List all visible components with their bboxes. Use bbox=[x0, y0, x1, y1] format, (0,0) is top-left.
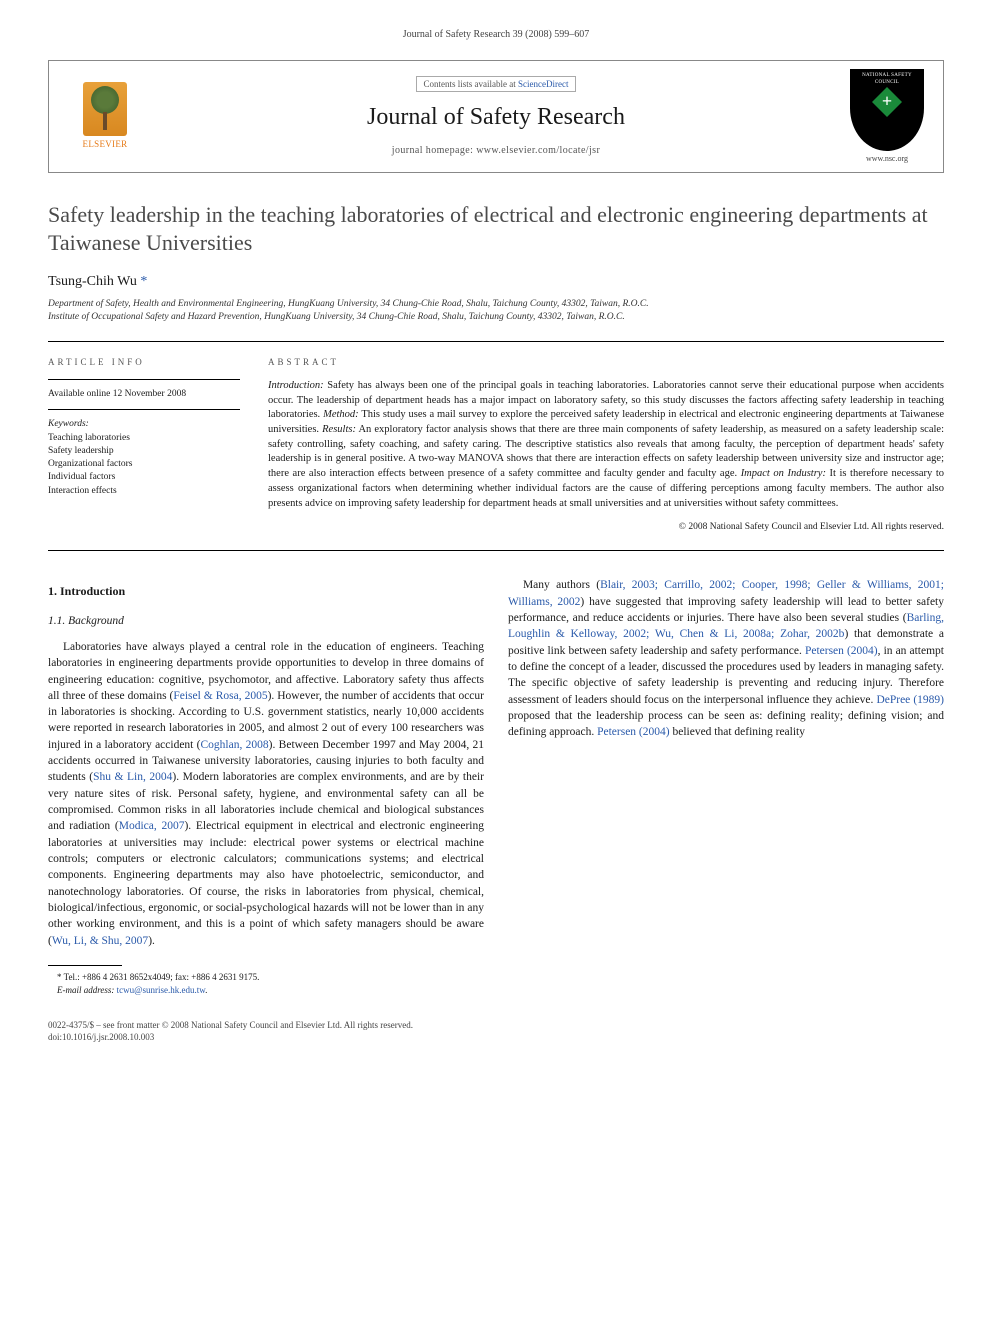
citation-link[interactable]: Feisel & Rosa, 2005 bbox=[173, 690, 267, 702]
front-matter-line: 0022-4375/$ – see front matter © 2008 Na… bbox=[48, 1019, 944, 1031]
running-head: Journal of Safety Research 39 (2008) 599… bbox=[48, 28, 944, 42]
keyword: Interaction effects bbox=[48, 485, 240, 498]
footnote-rule bbox=[48, 965, 122, 966]
abstract: abstract Introduction: Safety has always… bbox=[268, 356, 944, 534]
citation-link[interactable]: Coghlan, 2008 bbox=[201, 739, 269, 751]
body-text: believed that defining reality bbox=[670, 726, 805, 738]
nsc-label: NATIONAL SAFETY COUNCIL bbox=[850, 72, 924, 86]
affiliation: Institute of Occupational Safety and Haz… bbox=[48, 311, 944, 324]
abstract-results-label: Results: bbox=[322, 424, 356, 435]
affiliation: Department of Safety, Health and Environ… bbox=[48, 298, 944, 311]
email-suffix: . bbox=[205, 985, 207, 995]
nsc-logo: NATIONAL SAFETY COUNCIL www.nsc.org bbox=[843, 69, 931, 164]
homepage-prefix: journal homepage: bbox=[392, 145, 476, 156]
body-paragraph: Laboratories have always played a centra… bbox=[48, 639, 484, 949]
email-footnote: E-mail address: tcwu@sunrise.hk.edu.tw. bbox=[48, 984, 484, 997]
article-info-heading: article info bbox=[48, 356, 240, 369]
affiliations: Department of Safety, Health and Environ… bbox=[48, 298, 944, 324]
corresponding-footnote: * Tel.: +886 4 2631 8652x4049; fax: +886… bbox=[48, 971, 484, 984]
article-body: 1. Introduction 1.1. Background Laborato… bbox=[48, 577, 944, 996]
citation-link[interactable]: Wu, Li, & Shu, 2007 bbox=[52, 935, 148, 947]
contents-available: Contents lists available at ScienceDirec… bbox=[416, 76, 577, 93]
page-footer: 0022-4375/$ – see front matter © 2008 Na… bbox=[48, 1019, 944, 1043]
nsc-shield-icon: NATIONAL SAFETY COUNCIL bbox=[850, 69, 924, 151]
email-link[interactable]: tcwu@sunrise.hk.edu.tw bbox=[117, 985, 205, 995]
elsevier-wordmark: ELSEVIER bbox=[83, 138, 128, 151]
abstract-heading: abstract bbox=[268, 356, 944, 369]
subsection-heading-1-1: 1.1. Background bbox=[48, 613, 484, 629]
citation-link[interactable]: Shu & Lin, 2004 bbox=[93, 771, 172, 783]
footnote-block: * Tel.: +886 4 2631 8652x4049; fax: +886… bbox=[48, 965, 484, 997]
body-text: ). Electrical equipment in electrical an… bbox=[48, 820, 484, 946]
abstract-text: Introduction: Safety has always been one… bbox=[268, 379, 944, 511]
article-info: article info Available online 12 Novembe… bbox=[48, 356, 240, 534]
nsc-url[interactable]: www.nsc.org bbox=[866, 153, 908, 164]
keyword: Individual factors bbox=[48, 471, 240, 484]
body-paragraph: Many authors (Blair, 2003; Carrillo, 200… bbox=[508, 577, 944, 740]
citation-link[interactable]: DePree (1989) bbox=[876, 694, 944, 706]
author-line: Tsung-Chih Wu * bbox=[48, 272, 944, 292]
citation-link[interactable]: Petersen (2004) bbox=[805, 645, 878, 657]
author-name: Tsung-Chih Wu bbox=[48, 274, 137, 289]
homepage-url[interactable]: www.elsevier.com/locate/jsr bbox=[476, 145, 600, 156]
journal-title: Journal of Safety Research bbox=[367, 101, 625, 135]
keywords-label: Keywords: bbox=[48, 418, 240, 431]
journal-homepage: journal homepage: www.elsevier.com/locat… bbox=[392, 144, 600, 158]
abstract-intro-label: Introduction: bbox=[268, 380, 324, 391]
elsevier-logo: ELSEVIER bbox=[61, 82, 149, 151]
citation-link[interactable]: Modica, 2007 bbox=[119, 820, 185, 832]
keyword: Safety leadership bbox=[48, 445, 240, 458]
keyword: Teaching laboratories bbox=[48, 432, 240, 445]
abstract-method-label: Method: bbox=[323, 409, 359, 420]
body-text: ). bbox=[148, 935, 155, 947]
article-title: Safety leadership in the teaching labora… bbox=[48, 201, 944, 256]
abstract-copyright: © 2008 National Safety Council and Elsev… bbox=[268, 521, 944, 534]
corresponding-mark: * bbox=[140, 274, 147, 289]
citation-link[interactable]: Petersen (2004) bbox=[597, 726, 670, 738]
journal-masthead: ELSEVIER Contents lists available at Sci… bbox=[48, 60, 944, 173]
email-label: E-mail address: bbox=[57, 985, 114, 995]
masthead-center: Contents lists available at ScienceDirec… bbox=[149, 76, 843, 158]
contents-prefix: Contents lists available at bbox=[424, 79, 518, 89]
info-abstract-block: article info Available online 12 Novembe… bbox=[48, 341, 944, 551]
abstract-impact-label: Impact on Industry: bbox=[741, 468, 826, 479]
elsevier-tree-icon bbox=[83, 82, 127, 136]
keyword: Organizational factors bbox=[48, 458, 240, 471]
doi-line: doi:10.1016/j.jsr.2008.10.003 bbox=[48, 1031, 944, 1043]
body-text: Many authors ( bbox=[523, 579, 600, 591]
available-online: Available online 12 November 2008 bbox=[48, 388, 240, 401]
sciencedirect-link[interactable]: ScienceDirect bbox=[518, 79, 568, 89]
section-heading-1: 1. Introduction bbox=[48, 583, 484, 600]
